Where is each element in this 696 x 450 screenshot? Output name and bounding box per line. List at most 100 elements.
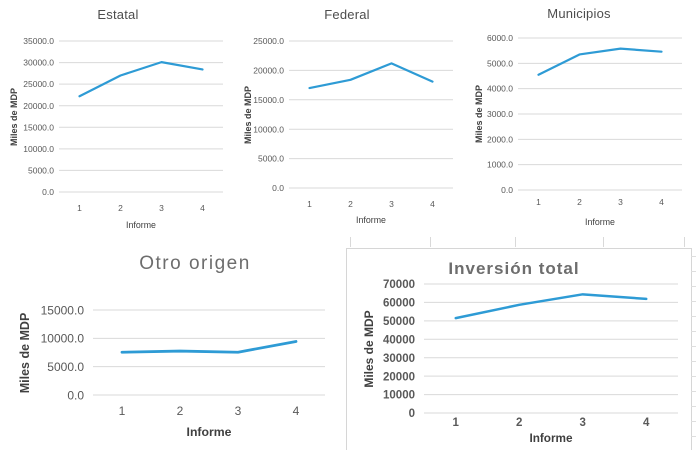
x-tick-label: 2 <box>516 417 522 429</box>
y-tick-label: 35000.0 <box>23 36 54 46</box>
plot-area-inversion-total: 0 10000 20000 30000 40000 50000 60000 70000 1 2 3 4 <box>383 279 678 429</box>
cell-gridline-mark <box>691 256 696 257</box>
y-tick-label: 15000.0 <box>23 122 54 132</box>
y-tick-label: 5000.0 <box>258 154 284 164</box>
y-tick-label: 15000.0 <box>41 303 85 317</box>
y-tick-label: 5000.0 <box>47 360 84 374</box>
x-tick-label: 4 <box>293 404 300 418</box>
y-tick-label: 2000.0 <box>487 134 513 144</box>
chart-title-federal: Federal <box>324 7 370 22</box>
x-tick-label: 1 <box>536 197 541 207</box>
x-tick-label: 2 <box>177 404 184 418</box>
y-tick-label: 10000.0 <box>41 332 85 346</box>
y-axis-label-estatal: Miles de MDP <box>9 87 19 146</box>
chart-federal: 0.0 5000.0 10000.0 15000.0 20000.0 25000.0 1 2 3… <box>232 0 462 245</box>
cell-gridline-mark <box>430 237 431 247</box>
chart-municipios: 0.0 1000.0 2000.0 3000.0 4000.0 5000.0 6000.0 1… <box>462 0 696 245</box>
x-tick-label: 1 <box>119 404 126 418</box>
chart-estatal: 0.0 5000.0 10000.0 15000.0 20000.0 25000.0 300… <box>0 0 235 245</box>
cell-gridline-mark <box>691 331 696 332</box>
plot-area-estatal: 0.0 5000.0 10000.0 15000.0 20000.0 25000.0 300… <box>23 36 223 213</box>
x-tick-label: 1 <box>307 199 312 209</box>
series-line <box>78 61 204 98</box>
cell-gridline-mark <box>691 391 696 392</box>
x-tick-label: 3 <box>159 203 164 213</box>
cell-gridline-mark <box>691 316 696 317</box>
y-tick-label: 60000 <box>383 298 415 310</box>
cell-gridline-mark <box>684 237 685 247</box>
cell-gridline-mark <box>350 237 351 247</box>
x-tick-label: 3 <box>389 199 394 209</box>
y-tick-label: 20000 <box>383 371 415 383</box>
y-tick-label: 0.0 <box>67 388 84 402</box>
x-tick-label: 1 <box>453 417 460 429</box>
y-tick-label: 0.0 <box>42 187 54 197</box>
cell-gridline-mark <box>691 436 696 437</box>
x-tick-label: 4 <box>659 197 664 207</box>
cell-gridline-mark <box>603 237 604 247</box>
series-line <box>537 47 663 76</box>
y-tick-label: 10000.0 <box>23 144 54 154</box>
chart-title-estatal: Estatal <box>97 7 139 22</box>
x-axis-label-municipios: Informe <box>585 217 615 227</box>
y-tick-label: 6000.0 <box>487 33 513 43</box>
plot-area-federal: 0.0 5000.0 10000.0 15000.0 20000.0 25000.0 1 2 3… <box>253 36 453 209</box>
y-tick-label: 25000.0 <box>253 36 284 46</box>
cell-gridline-mark <box>691 286 696 287</box>
series-line <box>120 340 298 354</box>
y-tick-label: 40000 <box>383 334 415 346</box>
y-tick-label: 0.0 <box>501 185 513 195</box>
chart-otro-origen: 0.0 5000.0 10000.0 15000.0 1 2 3 4 Otro origen … <box>10 245 340 450</box>
plot-area-municipios: 0.0 1000.0 2000.0 3000.0 4000.0 5000.0 6000.0 1… <box>487 33 682 207</box>
cell-gridline-mark <box>515 237 516 247</box>
x-axis-label-estatal: Informe <box>126 220 156 230</box>
y-tick-label: 1000.0 <box>487 160 513 170</box>
x-tick-label: 3 <box>618 197 623 207</box>
chart-title-municipios: Municipios <box>547 6 611 21</box>
y-axis-label-inversion-total: Miles de MDP <box>362 309 376 388</box>
x-axis-label-otro-origen: Informe <box>186 425 232 439</box>
x-tick-label: 4 <box>643 417 650 429</box>
cell-gridline-mark <box>691 361 696 362</box>
y-tick-label: 30000 <box>383 353 415 365</box>
x-tick-label: 2 <box>577 197 582 207</box>
x-tick-label: 3 <box>235 404 242 418</box>
y-tick-label: 10000.0 <box>253 124 284 134</box>
y-tick-label: 30000.0 <box>23 58 54 68</box>
x-tick-label: 4 <box>200 203 205 213</box>
y-tick-label: 0 <box>409 408 415 420</box>
x-tick-label: 2 <box>118 203 123 213</box>
cell-gridline-mark <box>691 406 696 407</box>
y-tick-label: 5000.0 <box>28 165 54 175</box>
plot-area-otro-origen: 0.0 5000.0 10000.0 15000.0 1 2 3 4 <box>41 303 325 418</box>
series-line <box>308 62 434 90</box>
x-tick-label: 1 <box>77 203 82 213</box>
y-tick-label: 20000.0 <box>253 65 284 75</box>
cell-gridline-mark <box>691 271 696 272</box>
y-axis-label-otro-origen: Miles de MDP <box>18 312 32 393</box>
x-tick-label: 3 <box>580 417 586 429</box>
y-tick-label: 5000.0 <box>487 58 513 68</box>
y-axis-label-federal: Miles de MDP <box>243 85 253 144</box>
y-tick-label: 4000.0 <box>487 84 513 94</box>
x-tick-label: 2 <box>348 199 353 209</box>
cell-gridline-mark <box>691 301 696 302</box>
series-line <box>454 293 648 320</box>
y-tick-label: 10000 <box>383 390 415 402</box>
y-tick-label: 20000.0 <box>23 101 54 111</box>
y-tick-label: 15000.0 <box>253 95 284 105</box>
y-axis-label-municipios: Miles de MDP <box>474 84 484 144</box>
x-axis-label-inversion-total: Informe <box>529 432 573 445</box>
y-tick-label: 50000 <box>383 316 415 328</box>
y-tick-label: 70000 <box>383 279 415 291</box>
chart-inversion-total: 0 10000 20000 30000 40000 50000 60000 70000 1 2 3 4… <box>346 248 692 450</box>
cell-gridline-mark <box>691 376 696 377</box>
chart-title-inversion-total: Inversión total <box>448 259 580 278</box>
cell-gridline-mark <box>691 346 696 347</box>
chart-title-otro-origen: Otro origen <box>139 253 251 274</box>
x-tick-label: 4 <box>430 199 435 209</box>
y-tick-label: 3000.0 <box>487 109 513 119</box>
y-tick-label: 25000.0 <box>23 79 54 89</box>
cell-gridline-mark <box>691 421 696 422</box>
